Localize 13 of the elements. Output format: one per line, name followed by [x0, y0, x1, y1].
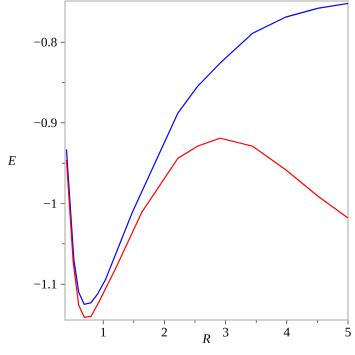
x-tick-label: 1: [101, 328, 106, 336]
line-series: [66, 138, 348, 318]
x-tick-label: 3: [222, 328, 228, 337]
x-tick-label: 5: [346, 328, 351, 336]
x-tick-label: 2: [162, 328, 167, 336]
y-axis-title: E: [8, 156, 16, 165]
y-tick-label: −1.1: [34, 280, 56, 289]
y-tick-label: −1: [44, 199, 56, 208]
y-tick-label: −0.8: [34, 38, 57, 47]
line-series: [66, 2, 348, 305]
x-axis-title: R: [202, 334, 210, 343]
x-tick-label: 4: [284, 328, 290, 336]
y-tick-label: −0.9: [34, 118, 57, 128]
